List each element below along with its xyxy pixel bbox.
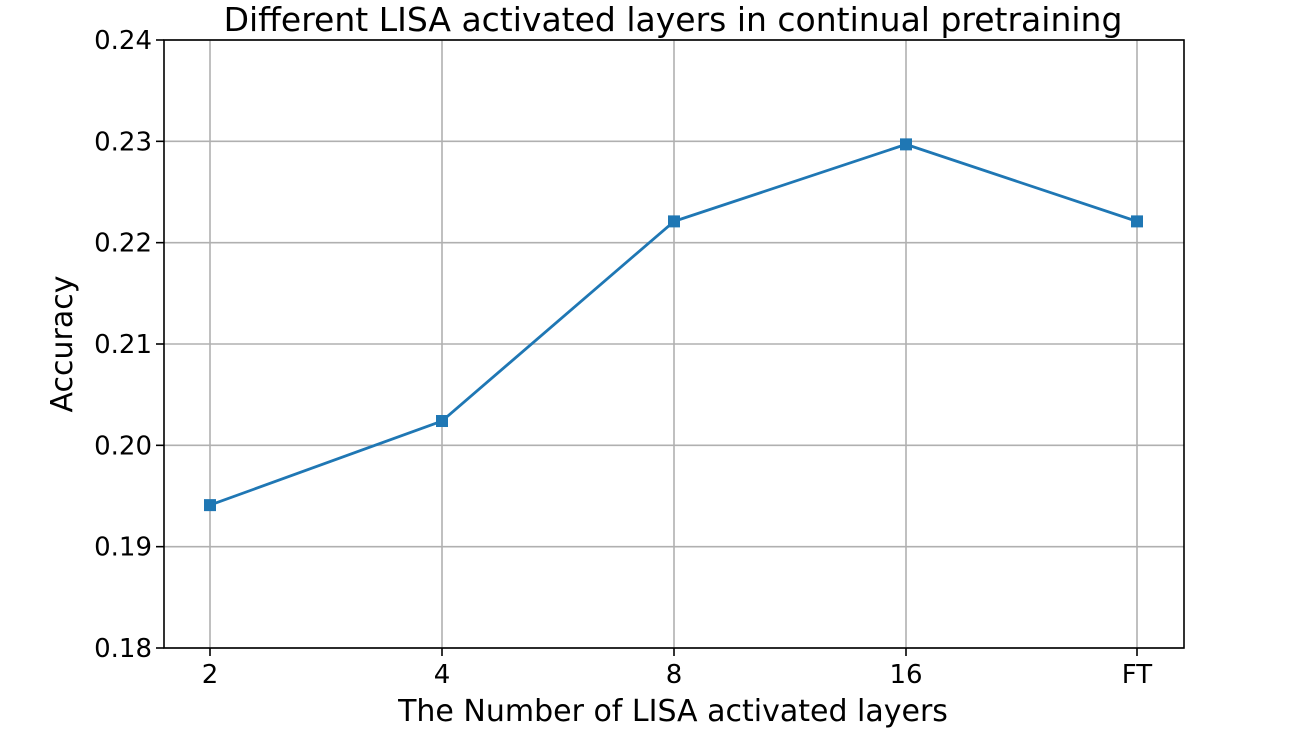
- x-axis-label: The Number of LISA activated layers: [397, 694, 948, 729]
- series: [204, 138, 1143, 512]
- x-tick-label: 2: [202, 660, 219, 690]
- x-tick-label: 16: [889, 660, 922, 690]
- x-tick-label: 4: [434, 660, 451, 690]
- chart-title: Different LISA activated layers in conti…: [224, 0, 1123, 39]
- data-point-marker: [668, 215, 680, 228]
- data-point-marker: [900, 138, 912, 151]
- data-point-marker: [204, 499, 216, 512]
- data-point-marker: [1131, 215, 1143, 228]
- y-axis: 0.18 0.19 0.20 0.21 0.22 0.23 0.24: [94, 26, 164, 664]
- x-axis: 2 4 8 16 FT: [202, 648, 1152, 690]
- y-tick-label: 0.23: [94, 127, 152, 157]
- x-tick-label: 8: [666, 660, 683, 690]
- y-tick-label: 0.18: [94, 634, 152, 664]
- y-tick-label: 0.24: [94, 26, 152, 56]
- y-axis-label: Accuracy: [45, 276, 80, 413]
- y-tick-label: 0.19: [94, 533, 152, 563]
- grid: [164, 39, 1184, 649]
- y-tick-label: 0.20: [94, 431, 152, 461]
- y-tick-label: 0.22: [94, 229, 152, 259]
- y-tick-label: 0.21: [94, 330, 152, 360]
- data-point-marker: [436, 415, 448, 428]
- x-tick-label: FT: [1122, 660, 1152, 690]
